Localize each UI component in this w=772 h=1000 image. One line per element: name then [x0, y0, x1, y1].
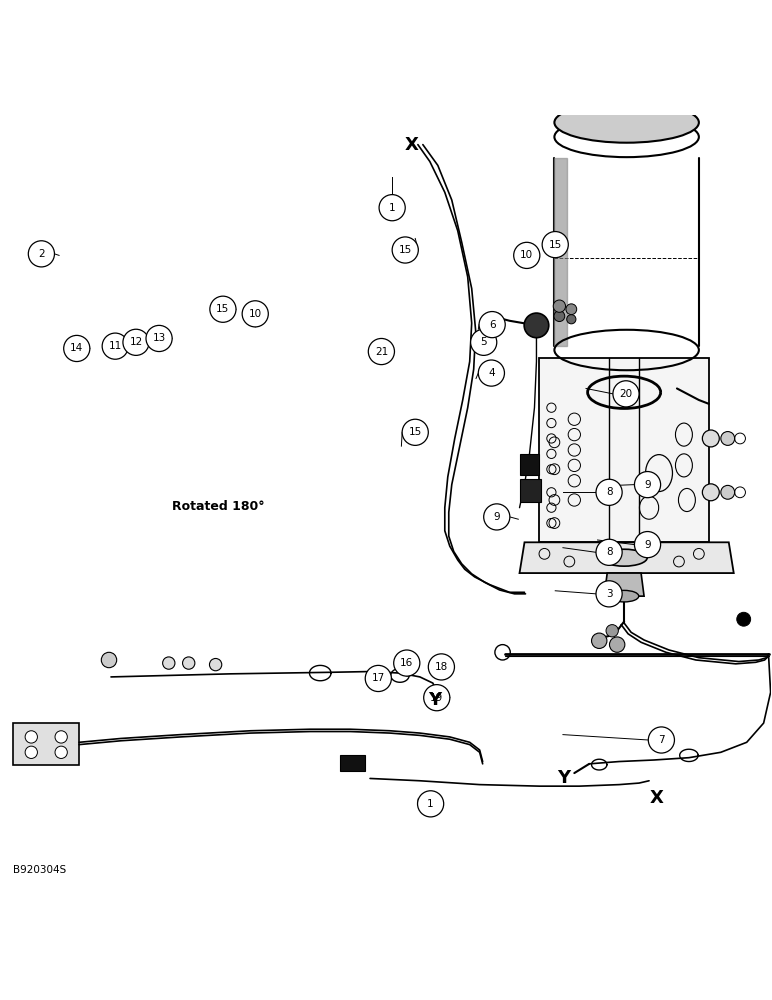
Text: 15: 15	[216, 304, 229, 314]
Circle shape	[703, 430, 720, 447]
Text: 9: 9	[493, 512, 500, 522]
Text: 1: 1	[389, 203, 395, 213]
Text: 14: 14	[70, 343, 83, 353]
Text: 9: 9	[644, 540, 651, 550]
Circle shape	[567, 315, 576, 324]
Circle shape	[102, 333, 128, 359]
Text: 18: 18	[435, 662, 448, 672]
Circle shape	[25, 731, 37, 743]
Text: X: X	[405, 136, 419, 154]
Circle shape	[596, 539, 622, 565]
Circle shape	[402, 419, 428, 445]
Circle shape	[635, 472, 661, 498]
Circle shape	[484, 504, 510, 530]
Circle shape	[479, 360, 504, 386]
Circle shape	[591, 633, 607, 648]
Circle shape	[55, 731, 67, 743]
Text: 15: 15	[408, 427, 422, 437]
Circle shape	[721, 485, 735, 499]
Text: 15: 15	[398, 245, 411, 255]
Bar	[520, 479, 541, 502]
Circle shape	[55, 746, 67, 758]
Text: Y: Y	[557, 769, 570, 787]
Circle shape	[613, 381, 639, 407]
Circle shape	[209, 658, 222, 671]
Circle shape	[392, 237, 418, 263]
Ellipse shape	[601, 549, 647, 566]
Text: B920304S: B920304S	[13, 865, 66, 875]
Circle shape	[64, 335, 90, 362]
Circle shape	[163, 657, 175, 669]
Circle shape	[25, 746, 37, 758]
Circle shape	[242, 301, 269, 327]
Text: 10: 10	[520, 250, 533, 260]
Circle shape	[394, 650, 420, 676]
Circle shape	[123, 329, 149, 355]
Text: 9: 9	[644, 480, 651, 490]
Text: 11: 11	[109, 341, 122, 351]
Text: 8: 8	[606, 547, 612, 557]
Text: 4: 4	[488, 368, 495, 378]
Text: 19: 19	[430, 693, 443, 703]
Text: 3: 3	[606, 589, 612, 599]
Polygon shape	[13, 723, 79, 765]
Bar	[520, 454, 539, 475]
Text: 16: 16	[400, 658, 413, 668]
Circle shape	[524, 313, 549, 338]
Circle shape	[365, 665, 391, 692]
Ellipse shape	[610, 590, 638, 602]
Circle shape	[379, 195, 405, 221]
Polygon shape	[554, 158, 567, 346]
Circle shape	[101, 652, 117, 668]
Polygon shape	[540, 358, 709, 542]
Circle shape	[471, 329, 496, 355]
Text: 13: 13	[152, 333, 166, 343]
Text: 17: 17	[371, 673, 385, 683]
Circle shape	[609, 637, 625, 652]
Circle shape	[606, 625, 618, 637]
Circle shape	[566, 304, 577, 315]
Circle shape	[182, 657, 195, 669]
Circle shape	[513, 242, 540, 268]
Circle shape	[210, 296, 236, 322]
Text: 10: 10	[249, 309, 262, 319]
Circle shape	[424, 685, 450, 711]
Circle shape	[418, 791, 444, 817]
Ellipse shape	[554, 102, 699, 143]
Circle shape	[596, 479, 622, 505]
Text: 21: 21	[374, 347, 388, 357]
Circle shape	[648, 727, 675, 753]
Text: 20: 20	[619, 389, 632, 399]
Circle shape	[542, 232, 568, 258]
Text: Y: Y	[428, 691, 442, 709]
Circle shape	[554, 300, 566, 312]
Text: 5: 5	[480, 337, 487, 347]
Circle shape	[635, 532, 661, 558]
Text: 1: 1	[428, 799, 434, 809]
Text: 6: 6	[489, 320, 496, 330]
Text: 2: 2	[38, 249, 45, 259]
Polygon shape	[520, 542, 733, 573]
Circle shape	[703, 484, 720, 501]
Circle shape	[479, 312, 505, 338]
Text: Rotated 180°: Rotated 180°	[172, 500, 265, 513]
Polygon shape	[604, 573, 644, 596]
Text: X: X	[650, 789, 664, 807]
Circle shape	[736, 612, 750, 626]
Circle shape	[146, 325, 172, 352]
Text: 12: 12	[130, 337, 143, 347]
Circle shape	[554, 311, 565, 322]
Text: 15: 15	[549, 240, 562, 250]
Circle shape	[721, 432, 735, 445]
Circle shape	[596, 581, 622, 607]
Text: 7: 7	[658, 735, 665, 745]
Bar	[340, 755, 365, 771]
Circle shape	[368, 338, 394, 365]
Circle shape	[29, 241, 55, 267]
Text: 8: 8	[606, 487, 612, 497]
Circle shape	[428, 654, 455, 680]
Circle shape	[494, 313, 502, 321]
